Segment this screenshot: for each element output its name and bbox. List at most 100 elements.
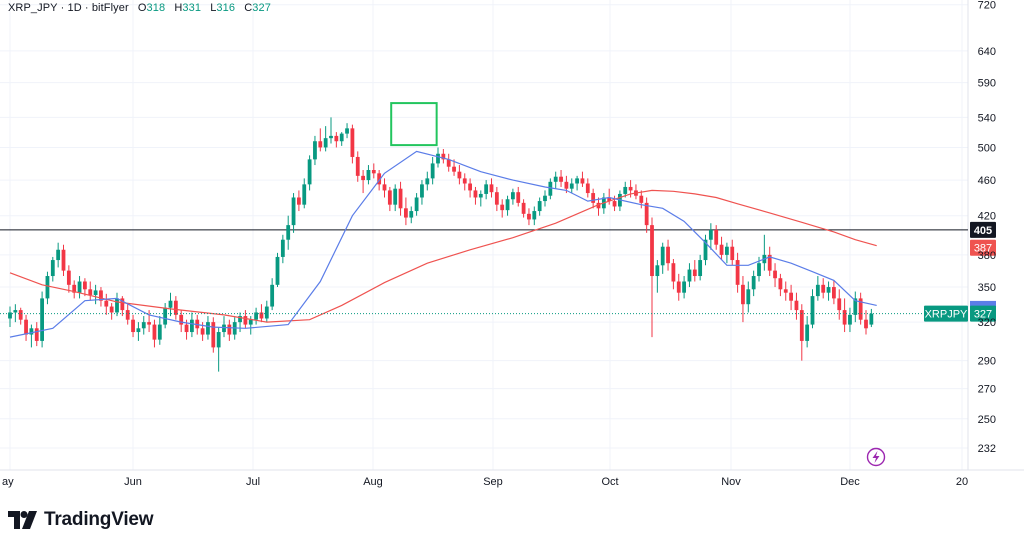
candle[interactable]	[767, 246, 772, 277]
candle[interactable]	[66, 265, 71, 293]
candle[interactable]	[751, 270, 756, 297]
candle[interactable]	[478, 190, 483, 207]
candle[interactable]	[773, 263, 777, 288]
candle[interactable]	[72, 280, 77, 299]
candle[interactable]	[623, 181, 628, 198]
candle[interactable]	[548, 178, 553, 200]
candle[interactable]	[179, 310, 184, 333]
legend-symbol[interactable]: XRP_JPY	[8, 2, 58, 14]
candle[interactable]	[115, 292, 119, 317]
candle[interactable]	[61, 244, 66, 277]
candle[interactable]	[297, 190, 301, 212]
candle[interactable]	[339, 132, 344, 146]
candle[interactable]	[120, 296, 125, 317]
candle[interactable]	[676, 273, 681, 301]
candle[interactable]	[457, 165, 462, 185]
annotations[interactable]	[0, 102, 968, 315]
candle[interactable]	[575, 175, 579, 191]
candle[interactable]	[821, 278, 826, 299]
candle[interactable]	[88, 281, 93, 301]
candle[interactable]	[29, 324, 34, 348]
candle[interactable]	[104, 293, 109, 315]
candle[interactable]	[532, 206, 537, 226]
candle[interactable]	[692, 260, 697, 282]
candle[interactable]	[762, 234, 767, 271]
candle[interactable]	[815, 276, 820, 301]
candle[interactable]	[414, 193, 419, 216]
candle[interactable]	[810, 289, 815, 329]
candle[interactable]	[837, 289, 842, 320]
price-axis[interactable]: 720 640 590 540 500 460 420 380 350 320 290 270 250 2…	[978, 0, 996, 455]
candle[interactable]	[660, 242, 665, 274]
candle[interactable]	[473, 186, 478, 205]
lightning-icon[interactable]	[866, 447, 886, 467]
candle[interactable]	[243, 310, 248, 329]
candle[interactable]	[559, 170, 563, 187]
candle[interactable]	[50, 256, 55, 282]
candle[interactable]	[18, 307, 23, 325]
candle[interactable]	[489, 178, 494, 198]
candle[interactable]	[211, 317, 216, 353]
candle[interactable]	[131, 314, 135, 338]
candle[interactable]	[280, 234, 285, 264]
candle[interactable]	[83, 278, 87, 297]
candle[interactable]	[222, 316, 226, 338]
candle[interactable]	[585, 178, 590, 198]
candle[interactable]	[687, 263, 692, 288]
time-axis[interactable]: ay Jun Jul Aug Sep Oct Nov Dec 20	[2, 476, 968, 488]
candle[interactable]	[778, 273, 783, 297]
candle[interactable]	[238, 312, 242, 333]
candle[interactable]	[543, 190, 547, 207]
candle[interactable]	[805, 316, 810, 348]
candle[interactable]	[858, 292, 863, 325]
highlight-rectangle[interactable]	[390, 102, 438, 147]
candle[interactable]	[350, 124, 355, 164]
candle[interactable]	[505, 195, 510, 216]
candle[interactable]	[746, 281, 751, 313]
candle[interactable]	[698, 254, 703, 281]
candle[interactable]	[168, 292, 173, 317]
candle[interactable]	[703, 234, 708, 266]
candle[interactable]	[302, 178, 307, 209]
candle[interactable]	[644, 197, 649, 233]
candle[interactable]	[789, 284, 793, 311]
candle[interactable]	[40, 291, 44, 348]
candle[interactable]	[345, 123, 349, 139]
candle[interactable]	[527, 208, 531, 226]
candle[interactable]	[826, 281, 831, 301]
candle[interactable]	[109, 303, 114, 320]
candle[interactable]	[596, 197, 601, 216]
candle[interactable]	[264, 300, 269, 323]
candle[interactable]	[430, 156, 435, 185]
candle[interactable]	[216, 327, 221, 372]
candle[interactable]	[270, 278, 275, 311]
candle[interactable]	[494, 186, 499, 212]
candle[interactable]	[452, 159, 456, 176]
candle[interactable]	[157, 316, 162, 345]
candle[interactable]	[511, 188, 515, 205]
candle[interactable]	[735, 252, 740, 293]
candle[interactable]	[313, 135, 317, 166]
candle[interactable]	[398, 181, 403, 216]
candle[interactable]	[286, 215, 291, 250]
candle[interactable]	[741, 276, 745, 323]
candle[interactable]	[387, 186, 392, 212]
candle[interactable]	[500, 199, 505, 218]
candle[interactable]	[361, 170, 365, 194]
candle[interactable]	[8, 306, 12, 328]
candle[interactable]	[334, 132, 339, 148]
candle[interactable]	[371, 163, 376, 179]
candle[interactable]	[730, 239, 735, 266]
candle[interactable]	[99, 287, 103, 307]
candle[interactable]	[329, 117, 333, 144]
candle[interactable]	[553, 171, 558, 189]
candle[interactable]	[682, 276, 686, 299]
candle[interactable]	[163, 303, 168, 329]
candle[interactable]	[291, 193, 296, 233]
candle[interactable]	[45, 271, 50, 305]
candle[interactable]	[708, 223, 713, 250]
candle[interactable]	[152, 319, 157, 348]
candle[interactable]	[227, 319, 232, 341]
tradingview-logo[interactable]: TradingView	[8, 508, 154, 532]
